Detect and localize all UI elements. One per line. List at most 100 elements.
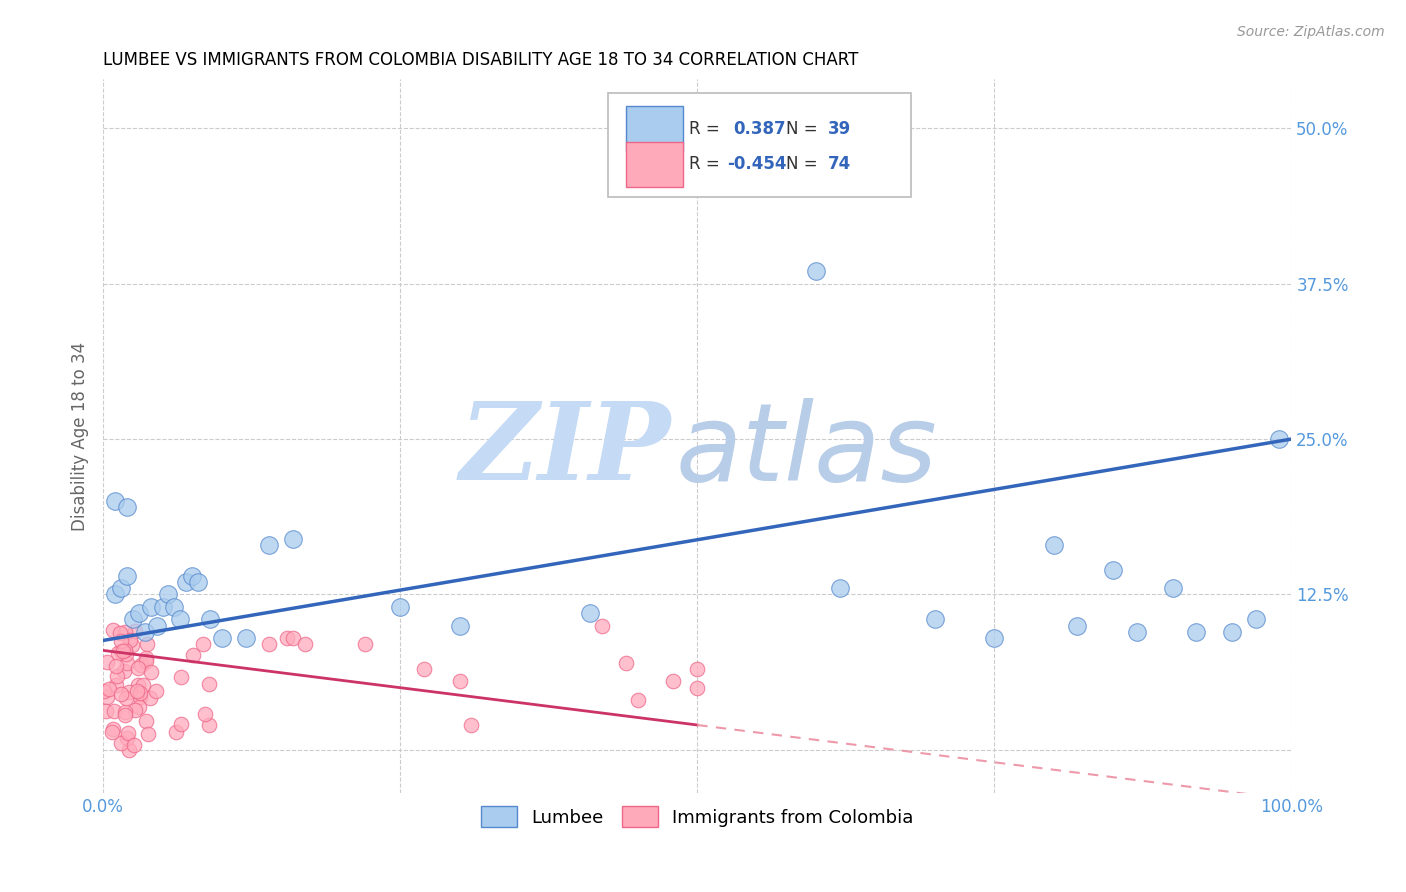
Point bbox=[157, 587, 180, 601]
Point bbox=[591, 618, 613, 632]
Point bbox=[686, 681, 709, 695]
Point bbox=[662, 674, 685, 689]
Point bbox=[139, 599, 162, 614]
Point bbox=[176, 574, 198, 589]
Point bbox=[135, 650, 157, 665]
Point bbox=[124, 702, 146, 716]
Point bbox=[449, 618, 471, 632]
Point bbox=[104, 587, 127, 601]
Point bbox=[112, 664, 135, 678]
Point bbox=[105, 669, 128, 683]
Point bbox=[138, 691, 160, 706]
Point bbox=[170, 670, 193, 684]
Point bbox=[804, 264, 827, 278]
Point bbox=[96, 655, 118, 669]
Point bbox=[111, 644, 134, 658]
Point bbox=[183, 648, 205, 662]
Point bbox=[118, 685, 141, 699]
Point bbox=[115, 691, 138, 706]
Point bbox=[460, 718, 482, 732]
FancyBboxPatch shape bbox=[609, 93, 911, 196]
Point bbox=[1185, 624, 1208, 639]
Point bbox=[579, 606, 602, 620]
Point bbox=[1126, 624, 1149, 639]
Point bbox=[259, 538, 281, 552]
Point bbox=[181, 569, 204, 583]
Point bbox=[259, 637, 281, 651]
Point bbox=[165, 725, 187, 739]
Text: Source: ZipAtlas.com: Source: ZipAtlas.com bbox=[1237, 25, 1385, 39]
Text: 39: 39 bbox=[828, 120, 851, 137]
Point bbox=[121, 638, 143, 652]
Text: ZIP: ZIP bbox=[460, 397, 671, 503]
Point bbox=[197, 676, 219, 690]
Point bbox=[101, 723, 124, 737]
Point bbox=[1244, 612, 1267, 626]
Point bbox=[115, 731, 138, 746]
Point bbox=[198, 717, 221, 731]
Point bbox=[283, 532, 305, 546]
Point bbox=[114, 647, 136, 661]
Point bbox=[110, 644, 132, 658]
Point bbox=[117, 726, 139, 740]
Point bbox=[198, 612, 221, 626]
Point bbox=[135, 654, 157, 668]
Point bbox=[110, 581, 132, 595]
Point bbox=[194, 707, 217, 722]
Point bbox=[294, 637, 316, 651]
Point bbox=[1268, 432, 1291, 446]
Text: atlas: atlas bbox=[676, 398, 938, 503]
Point bbox=[108, 626, 131, 640]
Point bbox=[163, 599, 186, 614]
Point bbox=[828, 581, 851, 595]
Point bbox=[98, 682, 121, 697]
Point bbox=[152, 599, 174, 614]
Point bbox=[110, 634, 132, 648]
Point bbox=[135, 714, 157, 728]
Point bbox=[93, 684, 115, 698]
Point bbox=[132, 678, 155, 692]
Point bbox=[145, 618, 167, 632]
Point bbox=[114, 706, 136, 720]
Point bbox=[124, 738, 146, 752]
Point bbox=[118, 742, 141, 756]
Point bbox=[389, 599, 412, 614]
Point bbox=[1066, 618, 1088, 632]
Point bbox=[128, 685, 150, 699]
Text: LUMBEE VS IMMIGRANTS FROM COLOMBIA DISABILITY AGE 18 TO 34 CORRELATION CHART: LUMBEE VS IMMIGRANTS FROM COLOMBIA DISAB… bbox=[103, 51, 859, 69]
Point bbox=[136, 637, 159, 651]
Point bbox=[121, 612, 143, 626]
Legend: Lumbee, Immigrants from Colombia: Lumbee, Immigrants from Colombia bbox=[474, 799, 921, 834]
Point bbox=[127, 661, 149, 675]
Point bbox=[127, 683, 149, 698]
Point bbox=[1220, 624, 1243, 639]
Point bbox=[983, 631, 1005, 645]
Point bbox=[120, 632, 142, 647]
Point bbox=[114, 708, 136, 723]
Point bbox=[110, 687, 132, 701]
Point bbox=[191, 637, 214, 651]
Point bbox=[115, 657, 138, 671]
Text: R =: R = bbox=[689, 120, 725, 137]
Point bbox=[169, 717, 191, 731]
Point bbox=[96, 705, 118, 719]
Point bbox=[686, 662, 709, 676]
Text: 0.387: 0.387 bbox=[733, 120, 786, 137]
Point bbox=[114, 625, 136, 640]
Point bbox=[235, 631, 257, 645]
Point bbox=[107, 646, 129, 660]
Y-axis label: Disability Age 18 to 34: Disability Age 18 to 34 bbox=[72, 342, 89, 531]
FancyBboxPatch shape bbox=[626, 142, 683, 186]
Point bbox=[1161, 581, 1184, 595]
Point bbox=[187, 574, 209, 589]
Point bbox=[141, 665, 163, 679]
Point bbox=[129, 690, 152, 704]
Text: R =: R = bbox=[689, 155, 725, 173]
Point bbox=[128, 606, 150, 620]
Point bbox=[103, 705, 125, 719]
Point bbox=[145, 684, 167, 698]
Point bbox=[124, 624, 146, 638]
Point bbox=[276, 631, 298, 645]
Text: -0.454: -0.454 bbox=[727, 155, 786, 173]
Point bbox=[614, 656, 637, 670]
